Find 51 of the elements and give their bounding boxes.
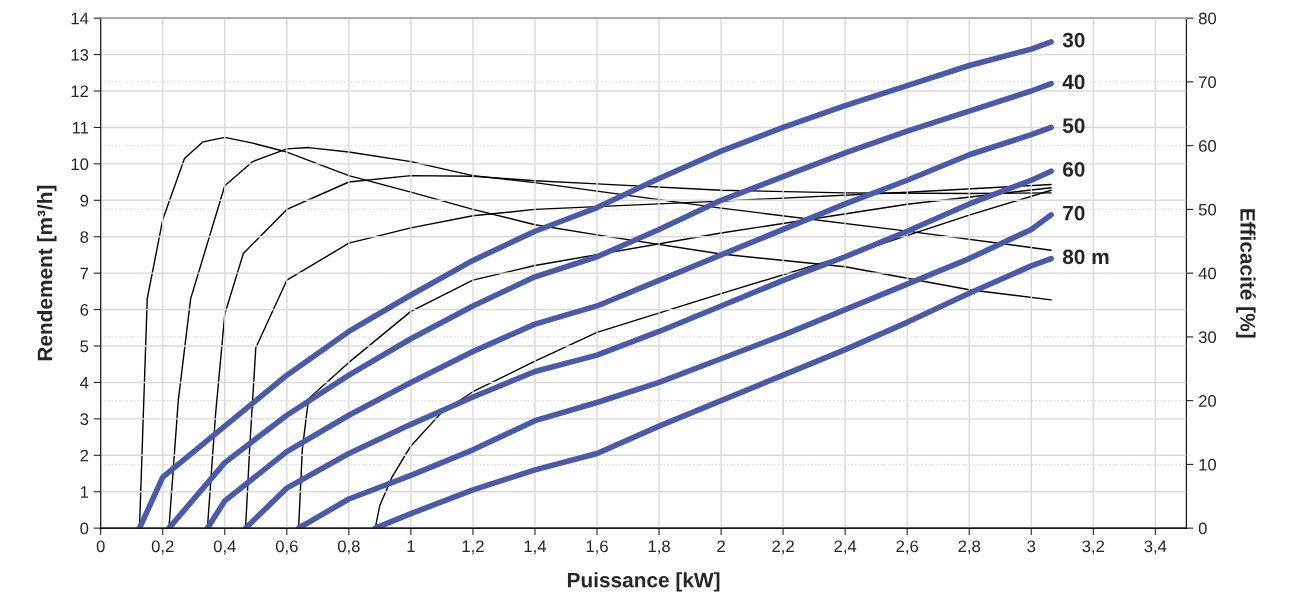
series-label: 70 [1063,205,1085,221]
x-tick-label: 3,2 [1082,540,1105,555]
x-tick-label: 0,2 [151,540,174,555]
x-tick-label: 0,4 [213,540,236,555]
x-tick-label: 3 [1027,540,1036,553]
y-tick-label: 9 [80,194,89,207]
y2-tick-label: 0 [1198,522,1207,535]
x-tick-label: 1,8 [648,540,670,555]
y-tick-label: 3 [80,413,89,426]
x-tick-label: 1,6 [586,540,608,555]
y2-tick-label: 70 [1199,76,1217,89]
y-tick-label: 13 [71,48,89,61]
y2-tick-label: 60 [1199,140,1217,152]
y-tick-label: 5 [80,340,89,353]
x-tick-label: 2,6 [896,540,919,555]
x-tick-label: 2 [717,540,725,553]
y2-tick-label: 50 [1198,203,1217,216]
y-tick-label: 10 [71,158,89,171]
y2-tick-label: 40 [1198,267,1217,280]
x-tick-label: 2,2 [772,540,794,555]
y2-tick-label: 20 [1199,395,1217,407]
x-tick-label: 0,8 [337,540,360,555]
y-tick-label: 2 [80,449,89,462]
y-tick-label: 4 [80,377,89,389]
y-tick-label: 14 [71,12,89,25]
x-tick-label: 3,4 [1144,540,1167,555]
y2-tick-label: 30 [1198,331,1217,344]
x-tick-label: 2,8 [958,540,981,555]
y-tick-label: 11 [72,122,89,134]
y-tick-label: 12 [71,85,89,98]
x-tick-label: 1,2 [462,540,484,555]
y2-tick-label: 80 [1198,12,1217,25]
series-label: 50 [1062,118,1085,134]
series-label: 30 [1062,32,1085,48]
series-label: 80 m [1062,249,1109,265]
y-tick-label: 8 [80,231,89,243]
x-tick-label: 1,4 [524,540,547,555]
x-tick-label: 1 [407,540,415,553]
y-tick-label: 0 [80,522,89,535]
y-tick-label: 7 [80,267,89,280]
x-axis-title: Puissance [kW] [567,572,720,592]
y-axis-title: Rendement [m³/h] [37,185,57,361]
y2-axis-title: Efficacité [%] [1236,209,1256,338]
series-label: 60 [1062,161,1085,177]
y-tick-label: 1 [80,486,89,498]
series-label: 40 [1062,74,1085,90]
y-tick-label: 6 [80,303,89,316]
x-tick-label: 2,4 [834,540,857,555]
y2-tick-label: 10 [1199,458,1217,471]
x-tick-label: 0 [96,540,105,553]
x-tick-label: 0,6 [275,540,298,555]
